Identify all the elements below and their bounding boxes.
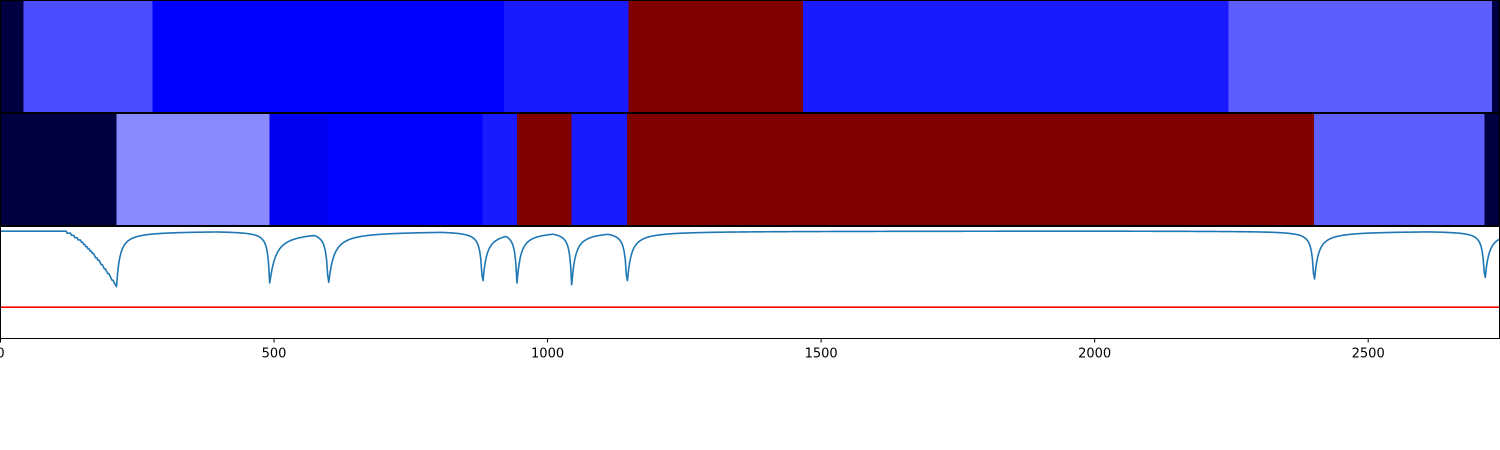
middle-heatmap-panel bbox=[0, 113, 1500, 226]
heatmap-cell bbox=[0, 113, 118, 226]
line-plot-panel bbox=[0, 226, 1500, 339]
heatmap-cell bbox=[803, 0, 1230, 113]
heatmap-cell bbox=[269, 113, 329, 226]
heatmap-cell bbox=[1228, 0, 1493, 113]
heatmap-cell bbox=[1491, 0, 1500, 113]
heatmap-cell bbox=[571, 113, 628, 226]
heatmap-cell bbox=[23, 0, 154, 113]
top-heatmap-panel bbox=[0, 0, 1500, 113]
heatmap-cell bbox=[116, 113, 271, 226]
plot-background bbox=[0, 226, 1500, 339]
heatmap-cell bbox=[503, 0, 630, 113]
heatmap-cell bbox=[628, 0, 804, 113]
heatmap-cell bbox=[482, 113, 518, 226]
heatmap-cell bbox=[516, 113, 573, 226]
heatmap-cell bbox=[328, 113, 484, 226]
x-tick-label: 2500 bbox=[1352, 347, 1385, 362]
heatmap-cell bbox=[626, 113, 1315, 226]
x-tick-label: 500 bbox=[262, 347, 287, 362]
heatmap-cell bbox=[0, 0, 25, 113]
heatmap-cell bbox=[1314, 113, 1486, 226]
x-tick-label: 0 bbox=[0, 347, 5, 362]
x-tick-label: 1000 bbox=[531, 347, 564, 362]
x-tick-label: 2000 bbox=[1078, 347, 1111, 362]
heatmap-cell bbox=[152, 0, 505, 113]
heatmap-cell bbox=[1484, 113, 1500, 226]
signal-line bbox=[0, 230, 1500, 288]
x-axis: 0 500 1000 1500 2000 2500 bbox=[0, 338, 1385, 362]
x-tick-label: 1500 bbox=[805, 347, 838, 362]
